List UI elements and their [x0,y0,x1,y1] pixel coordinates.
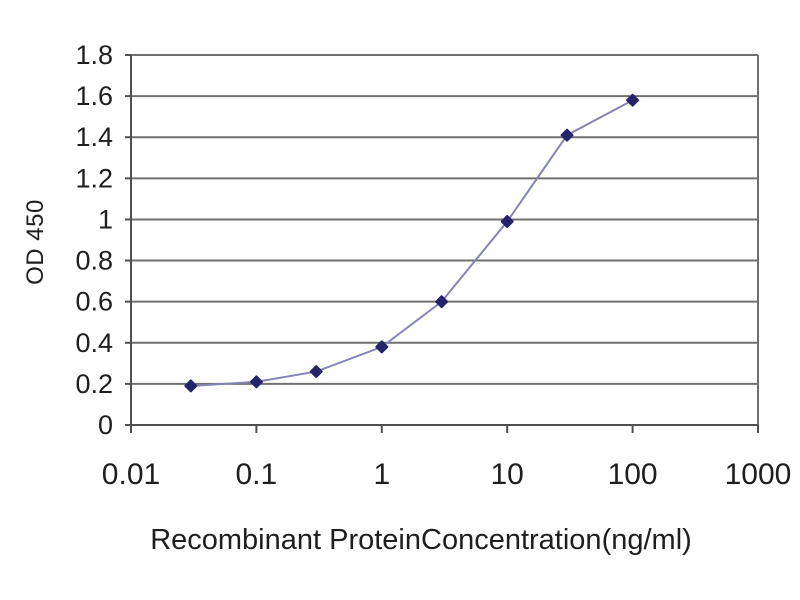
data-point-marker [375,340,389,354]
data-point-marker [249,375,263,389]
y-tick-label: 1 [98,204,113,234]
x-tick-label: 0.01 [102,458,160,491]
data-point-marker [560,128,574,142]
y-tick-label: 0.6 [75,287,113,317]
x-tick-label: 1000 [725,458,792,491]
x-tick-label: 1 [373,458,390,491]
data-point-marker [500,215,514,228]
y-tick-label: 1.8 [75,40,113,70]
x-tick-label: 100 [608,458,658,491]
y-tick-label: 1.2 [75,163,113,193]
data-point-marker [184,379,198,393]
x-axis-title: Recombinant ProteinConcentration(ng/ml) [150,524,692,556]
data-line [190,99,634,387]
x-tick-label: 0.1 [236,458,278,491]
x-tick-label: 10 [491,458,524,491]
y-tick-label: 0 [98,410,113,440]
data-point-marker [626,93,640,107]
y-tick-label: 0.8 [75,246,113,276]
data-point-marker [309,365,323,379]
data-point-marker [435,295,449,309]
y-tick-label: 1.4 [75,122,113,152]
y-tick-label: 0.2 [75,369,113,399]
y-tick-label: 0.4 [75,328,113,358]
y-tick-label: 1.6 [75,81,113,111]
